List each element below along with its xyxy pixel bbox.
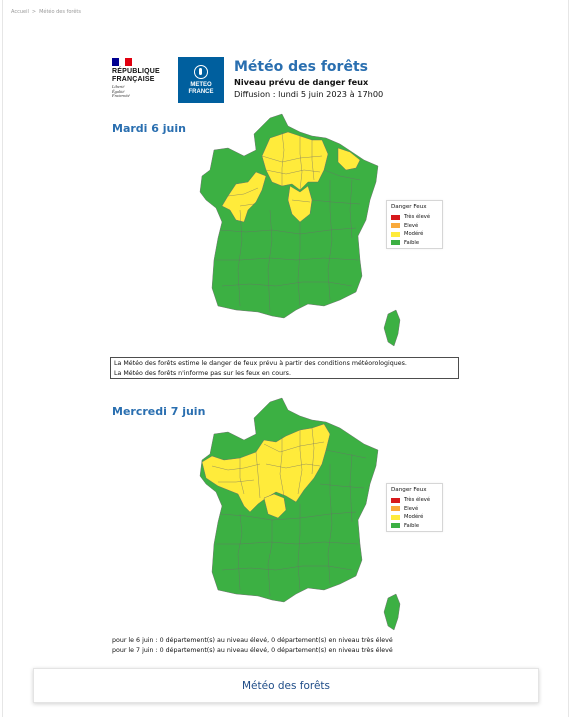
meteo-france-logo: METEO FRANCE [178, 57, 224, 103]
summary-text: pour le 6 juin : 0 département(s) au niv… [112, 636, 393, 655]
page-subtitle: Niveau prévu de danger feux [234, 77, 369, 87]
breadcrumb: Accueil > Météo des forêts [11, 9, 81, 15]
legend-swatch-tres-eleve [391, 214, 400, 220]
legend-item-tres-eleve: Très élevé [391, 496, 438, 505]
legend-swatch-eleve [391, 506, 400, 512]
day1-region-modere-east [337, 147, 361, 171]
legend-item-faible: Faible [391, 522, 438, 531]
page-title: Météo des forêts [234, 59, 368, 75]
summary-line1: pour le 6 juin : 0 département(s) au niv… [112, 637, 393, 644]
day1-region-modere-west [221, 171, 267, 223]
legend-item-modere: Modéré [391, 230, 438, 239]
legend-item-eleve: Elevé [391, 505, 438, 514]
day2-france-map [199, 397, 401, 631]
legend-swatch-modere [391, 231, 400, 237]
breadcrumb-separator: > [31, 9, 37, 15]
day2-heading: Mercredi 7 juin [112, 405, 206, 418]
day2-region-modere-west [201, 423, 331, 513]
day2-region-modere-centre [263, 493, 287, 519]
legend-title: Danger Feux [391, 487, 427, 493]
legend-swatch-faible [391, 523, 400, 529]
info-box: La Météo des forêts estime le danger de … [110, 357, 459, 379]
day1-heading: Mardi 6 juin [112, 122, 186, 135]
legend-swatch-tres-eleve [391, 497, 400, 503]
rf-logo-line2: FRANÇAISE [112, 75, 155, 83]
info-line1: La Météo des forêts estime le danger de … [114, 360, 407, 367]
meteo-des-forets-button[interactable]: Météo des forêts [33, 668, 539, 703]
day1-legend: Danger Feux Très élevé Elevé Modéré Faib… [386, 200, 443, 249]
mf-logo-line2: FRANCE [188, 88, 214, 95]
rf-motto-fraternite: Fraternité [112, 93, 130, 99]
day1-france-map [199, 113, 401, 347]
day2-legend: Danger Feux Très élevé Elevé Modéré Faib… [386, 483, 443, 532]
day1-corsica [383, 309, 401, 347]
day1-region-modere-centre [287, 185, 313, 223]
legend-swatch-faible [391, 240, 400, 246]
info-line2: La Météo des forêts n'informe pas sur le… [114, 369, 291, 377]
day1-region-modere-north [261, 131, 329, 191]
summary-line2: pour le 7 juin : 0 département(s) au niv… [112, 646, 393, 654]
republique-francaise-logo: RÉPUBLIQUE FRANÇAISE Liberté Égalité Fra… [112, 58, 172, 104]
breadcrumb-home-link[interactable]: Accueil [11, 9, 29, 15]
legend-item-eleve: Elevé [391, 222, 438, 231]
rf-logo-line1: RÉPUBLIQUE [112, 68, 160, 75]
legend-item-tres-eleve: Très élevé [391, 213, 438, 222]
day2-corsica [383, 593, 401, 631]
legend-swatch-eleve [391, 223, 400, 229]
legend-item-modere: Modéré [391, 513, 438, 522]
diffusion-date: Diffusion : lundi 5 juin 2023 à 17h00 [234, 89, 384, 99]
rf-motto-liberte: Liberté [112, 84, 125, 89]
breadcrumb-current: Météo des forêts [39, 9, 81, 15]
french-flag-icon [112, 58, 132, 66]
rf-motto-egalite: Égalité [112, 88, 125, 94]
mf-logo-line1: METEO [190, 81, 212, 88]
legend-title: Danger Feux [391, 204, 427, 210]
day1-region-faible [199, 113, 379, 319]
meteo-france-mark-icon [194, 64, 208, 79]
legend-swatch-modere [391, 514, 400, 520]
legend-item-faible: Faible [391, 239, 438, 248]
day2-region-faible [199, 397, 379, 603]
